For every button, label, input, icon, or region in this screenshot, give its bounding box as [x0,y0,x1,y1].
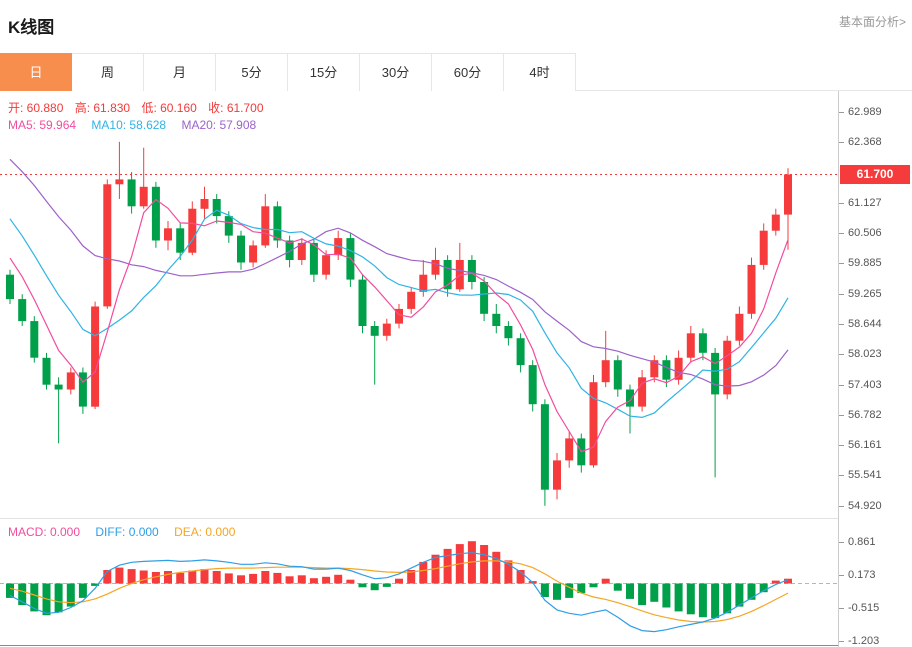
axis-tick [839,384,844,386]
axis-tick [839,445,844,447]
axis-tick [839,141,844,143]
price-axis-label: 54.920 [839,500,882,512]
diff-line [9,552,789,633]
fundamental-analysis-link[interactable]: 基本面分析> [838,15,906,29]
price-axis-label: 56.161 [839,439,882,451]
close-value: 收: 61.700 [208,101,264,115]
axis-tick [839,542,844,544]
ohlc-readout: 开: 60.880 高: 61.830 低: 60.160 收: 61.700 [8,99,272,116]
price-axis-label: 60.506 [839,227,882,239]
page-header: K线图 基本面分析> [0,0,912,53]
tab-4hour[interactable]: 4时 [504,53,576,91]
axis-tick [839,111,844,113]
axis-tick [839,608,844,610]
chart-area: 开: 60.880 高: 61.830 低: 60.160 收: 61.700 … [0,91,912,647]
axis-tick [839,354,844,356]
price-axis: 61.700 62.989 62.368 61.127 60.506 59.885 59.… [838,91,912,647]
candlestick-chart[interactable] [0,91,838,518]
price-axis-label: 62.989 [839,106,882,118]
price-axis-label: 61.127 [839,197,882,209]
price-axis-label: 62.368 [839,136,882,148]
dea-value: DEA: 0.000 [174,525,236,539]
diff-value: DIFF: 0.000 [95,525,159,539]
axis-tick [839,641,844,643]
axis-tick [839,202,844,204]
axis-tick [839,293,844,295]
axis-tick [839,323,844,325]
ma10-line [9,209,789,419]
open-value: 开: 60.880 [8,101,64,115]
price-axis-label: 58.644 [839,318,882,330]
axis-tick [839,505,844,507]
price-axis-label: 58.023 [839,348,882,360]
axis-tick [839,414,844,416]
tab-day[interactable]: 日 [0,53,72,91]
macd-histogram [6,541,792,619]
tab-week[interactable]: 周 [72,53,144,91]
tab-month[interactable]: 月 [144,53,216,91]
tab-15min[interactable]: 15分 [288,53,360,91]
price-axis-label: 57.403 [839,379,882,391]
ma20-value: MA20: 57.908 [181,118,257,132]
price-axis-label: 59.885 [839,257,882,269]
axis-tick [839,263,844,265]
axis-tick [839,475,844,477]
macd-axis-label: -1.203 [839,635,879,647]
page-title: K线图 [8,18,55,37]
macd-axis-label: -0.515 [839,602,879,614]
tab-60min[interactable]: 60分 [432,53,504,91]
macd-legend: MACD: 0.000 DIFF: 0.000 DEA: 0.000 [8,525,235,539]
panel-divider [0,518,838,519]
ma10-value: MA10: 58.628 [91,118,167,132]
ma-legend: MA5: 59.964 MA10: 58.628 MA20: 57.908 [8,118,256,132]
axis-tick [839,232,844,234]
price-axis-label: 56.782 [839,409,882,421]
high-value: 高: 61.830 [74,101,131,115]
interval-tab-bar: 日 周 月 5分 15分 30分 60分 4时 [0,53,912,91]
macd-value: MACD: 0.000 [8,525,81,539]
macd-chart[interactable] [0,521,838,646]
current-price-tag: 61.700 [840,165,910,184]
price-axis-label: 59.265 [839,288,882,300]
axis-tick [839,575,844,577]
ma5-value: MA5: 59.964 [8,118,77,132]
dea-line [9,560,789,623]
macd-axis-label: 0.861 [839,536,876,548]
tab-30min[interactable]: 30分 [360,53,432,91]
tab-5min[interactable]: 5分 [216,53,288,91]
low-value: 低: 60.160 [141,101,197,115]
macd-axis-label: 0.173 [839,569,876,581]
ma5-line [9,198,789,453]
price-axis-label: 55.541 [839,469,882,481]
ma20-line [9,158,789,387]
candles [6,141,792,506]
